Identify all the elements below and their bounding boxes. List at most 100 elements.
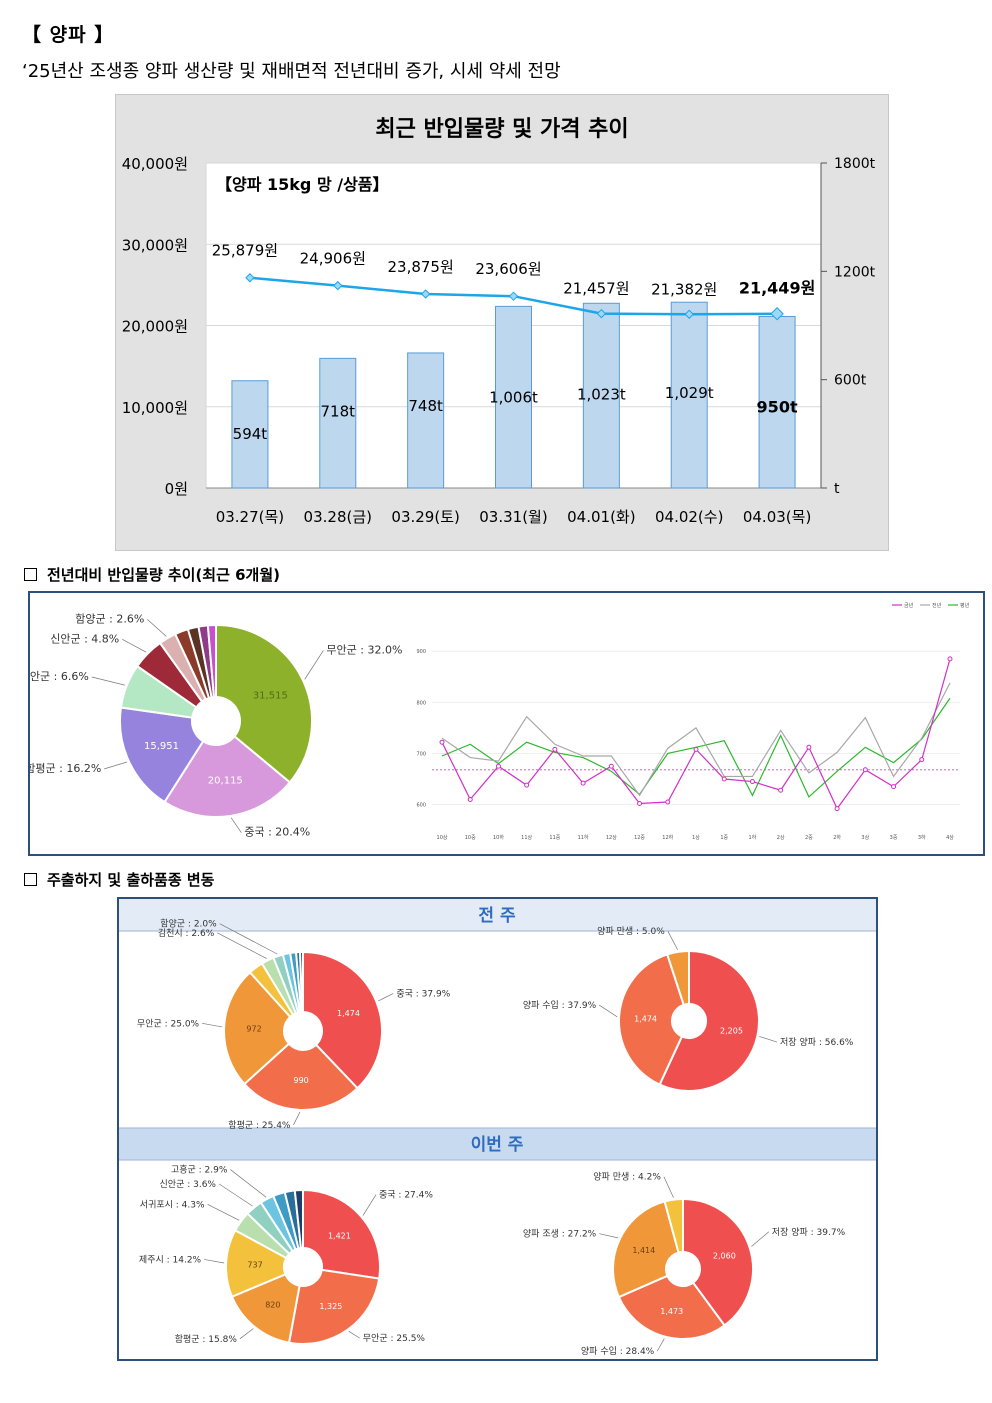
y-right-tick-label: t — [834, 481, 840, 497]
pie-leader-line — [304, 650, 324, 680]
volume-bar — [582, 302, 620, 489]
price-data-label: 21,457원 — [563, 280, 629, 298]
pie-slice — [215, 623, 313, 784]
pie-slice-label: 중국 : 27.4% — [379, 1190, 433, 1201]
x-tick-label: 10하 — [493, 834, 504, 841]
pie-slice-value: 2,060 — [713, 1251, 736, 1260]
y-tick-label: 700 — [416, 751, 426, 757]
x-tick-label: 10중 — [465, 835, 476, 841]
pie-slice-label: 함평군 : 15.8% — [175, 1334, 238, 1345]
origin-variety-charts: 전 주이번 주 1,474 중국 : 37.9% 990 함평군 : 25.4% 972 무… — [119, 899, 876, 1357]
x-tick-label: 2하 — [833, 834, 841, 841]
series-point — [467, 796, 473, 802]
chart-annotation: 【양파 15kg 망 /상품】 — [216, 175, 389, 194]
pie-slice-label: 제주시 : 14.2% — [139, 1254, 202, 1265]
pie-slice — [302, 950, 383, 1090]
series-point — [495, 763, 501, 769]
pie-leader-line — [759, 1036, 778, 1043]
volume-bar — [670, 301, 708, 489]
pie-leader-line — [378, 993, 394, 1002]
price-data-label: 21,382원 — [651, 280, 717, 298]
pie-leader-line — [667, 930, 678, 951]
page-subtitle: ‘25년산 조생종 양파 생산량 및 재배면적 전년대비 증가, 시세 약세 전… — [22, 61, 561, 82]
volume-data-label: 594t — [233, 425, 268, 443]
series-point — [919, 757, 925, 763]
x-tick-label: 3중 — [890, 835, 898, 841]
price-data-label: 23,875원 — [387, 258, 453, 276]
pie-slice-value: 1,473 — [660, 1307, 683, 1316]
series-point — [749, 779, 755, 785]
series-point — [439, 739, 445, 745]
legend-label: 전년 — [932, 602, 942, 609]
checkbox-bullet-icon — [24, 873, 37, 886]
pie-slice-label: 부안군 : 6.6% — [30, 670, 89, 683]
price-data-label: 23,606원 — [475, 260, 541, 278]
price-point — [420, 289, 431, 299]
origin-variety-panel: 전 주 이번 주 1,474 중국 : 37.9% 990 함평군 : 25.4% 972 무… — [117, 897, 878, 1361]
pie-leader-line — [293, 1111, 301, 1126]
pie-leader-line — [91, 676, 125, 686]
series-point — [778, 787, 784, 793]
pie-slice-label: 김천시 : 2.6% — [158, 927, 215, 939]
series-point — [608, 763, 614, 769]
pie-slice-label: 고흥군 : 2.9% — [171, 1164, 228, 1176]
pie-slice-value: 1,325 — [319, 1302, 342, 1311]
x-tick-label: 12하 — [662, 834, 673, 841]
pie-leader-line — [239, 1328, 254, 1340]
y-tick-label: 800 — [416, 700, 426, 706]
arrival-price-chart: 최근 반입물량 및 가격 추이 【양파 15kg 망 /상품】 0원 10,000원 2… — [122, 117, 876, 526]
series-point — [580, 780, 586, 786]
pie-slice-label: 저장 양파 : 39.7% — [772, 1227, 846, 1238]
legend-label: 평년 — [960, 602, 970, 609]
chart-title: 최근 반입물량 및 가격 추이 — [375, 117, 628, 142]
pie-slice-label: 무안군 : 25.0% — [137, 1018, 200, 1029]
x-tick-label: 11하 — [578, 834, 589, 841]
series-point — [552, 746, 558, 752]
pie-slice — [242, 1042, 359, 1111]
series-point — [637, 801, 643, 807]
pie-slice — [119, 706, 205, 804]
price-point — [508, 291, 519, 301]
x-tick-label: 03.31(월) — [479, 508, 547, 526]
pie-slice — [287, 1268, 381, 1345]
pie-slice-label: 함평군 : 16.2% — [30, 762, 101, 775]
pie-slice — [617, 1274, 726, 1340]
volume-data-label: 718t — [321, 402, 356, 420]
pie-slice-label: 신안군 : 4.8% — [50, 632, 119, 645]
series-point — [693, 746, 699, 752]
volume-data-label: 748t — [408, 397, 443, 415]
volume-data-label: 1,006t — [489, 388, 538, 406]
price-data-label: 24,906원 — [300, 250, 366, 268]
pie-slice-label: 함양군 : 2.0% — [160, 919, 217, 930]
pie-leader-line — [122, 639, 147, 653]
x-tick-label: 1상 — [692, 834, 700, 841]
y-left-tick-label: 0원 — [165, 480, 188, 498]
price-point — [333, 280, 343, 291]
x-tick-label: 11상 — [521, 834, 532, 841]
y-left-tick-label: 40,000원 — [122, 155, 188, 173]
series-point — [524, 782, 530, 788]
series-point — [721, 776, 727, 782]
pie-slice-label: 신안군 : 3.6% — [160, 1179, 217, 1190]
x-tick-label: 04.03(목) — [743, 508, 811, 526]
pie-slice — [302, 1188, 381, 1280]
x-tick-label: 4상 — [946, 834, 954, 841]
volume-bar — [319, 357, 357, 489]
price-point — [770, 307, 784, 321]
page-title: 【 양파 】 — [22, 24, 115, 46]
pie-leader-line — [663, 1176, 674, 1198]
y-left-tick-label: 30,000원 — [122, 236, 188, 254]
pie-slice — [682, 1197, 754, 1327]
y-tick-label: 600 — [416, 803, 426, 809]
section-title-origin: 주출하지 및 출하품종 변동 — [24, 869, 214, 890]
price-point — [596, 308, 607, 319]
pie-leader-line — [202, 1022, 223, 1028]
x-tick-label: 2상 — [777, 834, 785, 841]
pie-leader-line — [348, 1331, 360, 1339]
y-tick-label: 900 — [416, 649, 426, 655]
pie-leader-line — [230, 1169, 267, 1198]
series-line — [441, 682, 951, 797]
price-data-label: 25,879원 — [212, 242, 278, 260]
series-point — [834, 806, 840, 812]
pie-slice-value: 2,205 — [720, 1026, 743, 1035]
